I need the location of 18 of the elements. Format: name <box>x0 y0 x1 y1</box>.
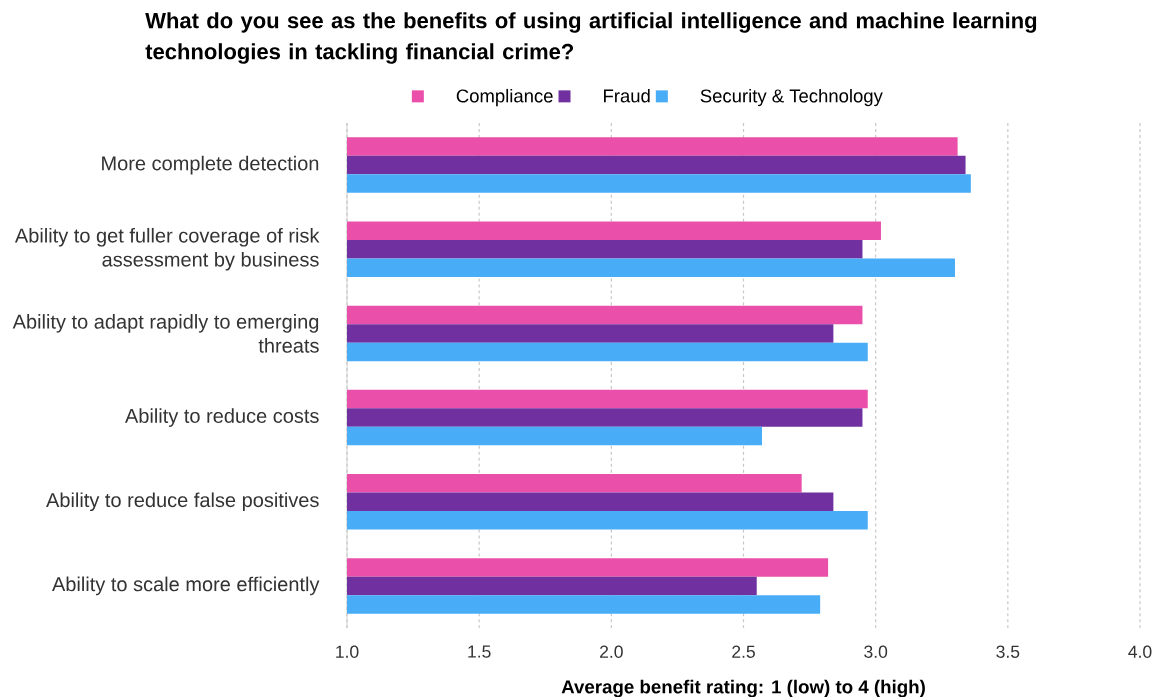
x-tick-label: 1.5 <box>468 645 491 658</box>
x-axis-title: Average benefit rating: 1 (low) to 4 (high) <box>561 679 925 697</box>
y-tick-label: Ability to scale more efficiently <box>52 576 320 596</box>
x-tick-label: 2.0 <box>600 645 623 658</box>
y-tick-label: More complete detection <box>102 155 319 175</box>
y-tick-label: Ability to adapt rapidly to emerging threats <box>12 314 319 353</box>
y-tick-label: Ability to get fuller coverage of risk assessment by business <box>14 227 320 271</box>
y-tick-label: Ability to reduce costs <box>124 408 319 427</box>
x-tick-label: 3.5 <box>996 645 1020 658</box>
x-tick-label: 3.0 <box>864 645 888 658</box>
legend-label: Security & Technology <box>700 88 883 107</box>
y-tick-label: Ability to reduce false positives <box>46 492 319 512</box>
chart-title: What do you see as the benefits of using artificial intelligence and machine learning technologies in tackling financial crime? <box>145 12 1037 64</box>
x-tick-label: 4.0 <box>1128 645 1152 658</box>
legend-label: Fraud <box>604 88 650 103</box>
x-tick-label: 2.5 <box>732 645 755 658</box>
legend-label: Compliance <box>456 88 553 107</box>
x-tick-label: 1.0 <box>336 645 359 658</box>
